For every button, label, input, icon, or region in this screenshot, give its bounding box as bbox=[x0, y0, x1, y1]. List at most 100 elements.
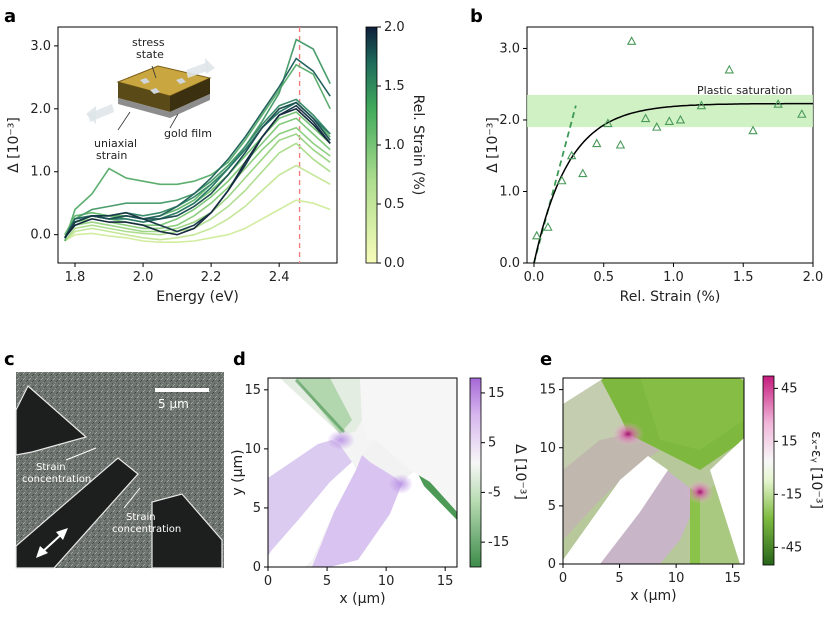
y-tick-label: 3.0 bbox=[30, 39, 51, 54]
colorbar-tick-label: 1.0 bbox=[384, 138, 405, 153]
data-point bbox=[566, 150, 577, 160]
panel-label-b: b bbox=[470, 6, 483, 27]
panel-label-c: c bbox=[4, 349, 15, 370]
colorbar-tick-label: 5 bbox=[488, 436, 496, 451]
panel-a-chart: a 1.8 2.0 2.2 2.4 0.0 1.0 2.0 3.0 Energy (eV) Δ [… bbox=[4, 6, 426, 305]
x-tick-label: 15 bbox=[437, 574, 454, 589]
data-point bbox=[664, 116, 675, 125]
colorbar-tick-label: 0.5 bbox=[384, 197, 405, 212]
y-tick-label: 15 bbox=[539, 383, 556, 398]
x-axis-label: x (μm) bbox=[339, 591, 385, 607]
colorbar-e bbox=[762, 375, 775, 566]
strain-label-1b: concentration bbox=[22, 474, 91, 485]
data-point bbox=[675, 114, 686, 124]
y-tick-label: 0.0 bbox=[30, 228, 51, 243]
x-tick-label: 0 bbox=[559, 571, 567, 586]
axes-b: 0.0 0.5 1.0 1.5 2.0 0.0 1.0 2.0 3.0 Rel. Strain (… bbox=[485, 41, 823, 305]
colorbar-tick-label: -15 bbox=[781, 487, 802, 502]
sem-beam bbox=[15, 457, 139, 569]
colorbar-d bbox=[469, 377, 482, 568]
data-point bbox=[652, 121, 662, 131]
y-tick-label: 1.0 bbox=[30, 165, 51, 180]
data-point bbox=[532, 230, 542, 240]
data-point bbox=[557, 175, 567, 185]
x-tick-label: 2.0 bbox=[803, 270, 824, 285]
colorbar-tick-label: 15 bbox=[781, 434, 798, 449]
y-tick-label: 15 bbox=[244, 383, 261, 398]
strain-direction-arrow bbox=[36, 528, 68, 558]
saturation-fit-curve bbox=[533, 102, 813, 264]
strain-label-2a: Strain bbox=[126, 512, 156, 523]
panel-d-heatmap: d 0 5 10 15 0 5 10 15 x (μm) y (μm) 15 5 -5 -15 Δ [1… bbox=[230, 349, 528, 607]
x-tick-label: 1.5 bbox=[733, 270, 754, 285]
plastic-saturation-label: Plastic saturation bbox=[697, 84, 792, 97]
data-point bbox=[773, 99, 783, 108]
sem-tip-left bbox=[15, 385, 88, 456]
panel-label-d: d bbox=[233, 349, 246, 370]
x-tick-label: 2.4 bbox=[269, 270, 290, 285]
inset-label-state: state bbox=[136, 48, 164, 61]
x-tick-label: 2.2 bbox=[201, 270, 222, 285]
y-tick-label: 2.0 bbox=[30, 102, 51, 117]
panel-e-heatmap: e 0 5 10 15 0 5 10 15 x (μm) 45 bbox=[539, 349, 824, 604]
x-tick-label: 5 bbox=[615, 571, 623, 586]
inset-label-stress: stress bbox=[132, 36, 165, 49]
spectra-series-group bbox=[64, 27, 331, 263]
x-tick-label: 1.0 bbox=[663, 270, 684, 285]
spectrum-line bbox=[64, 101, 331, 239]
plot-frame-b bbox=[526, 26, 814, 264]
axes-d: 0 5 10 15 0 5 10 15 x (μm) y (μm) bbox=[230, 377, 458, 607]
panel-label-a: a bbox=[4, 6, 16, 27]
saturation-band bbox=[527, 94, 813, 128]
y-tick-label: 3.0 bbox=[499, 41, 520, 56]
colorbar-tick-label: 15 bbox=[488, 386, 505, 401]
heatmap-d-image bbox=[268, 378, 457, 567]
colorbar-tick-label: 45 bbox=[781, 381, 798, 396]
x-axis-label: Energy (eV) bbox=[156, 289, 239, 305]
x-tick-label: 2.0 bbox=[133, 270, 154, 285]
colorbar-d-label: Δ [10⁻³] bbox=[512, 444, 528, 500]
y-tick-label: 5 bbox=[253, 501, 261, 516]
scale-bar bbox=[155, 388, 209, 392]
axes-e: 0 5 10 15 0 5 10 15 x (μm) bbox=[539, 377, 745, 604]
x-tick-label: 0.5 bbox=[593, 270, 614, 285]
colorbar-tick-label: -15 bbox=[488, 535, 509, 550]
spectrum-line bbox=[64, 164, 331, 242]
sem-tip-right bbox=[151, 493, 223, 569]
y-tick-label: 0 bbox=[253, 560, 261, 575]
scale-bar-label: 5 μm bbox=[158, 397, 189, 411]
y-tick-label: 1.0 bbox=[499, 184, 520, 199]
inset-illustration: stress state gold film uniaxial strain bbox=[86, 36, 215, 162]
colorbar-tick-label: -45 bbox=[781, 540, 802, 555]
spectrum-line bbox=[64, 104, 331, 239]
panel-label-e: e bbox=[540, 349, 552, 370]
y-tick-label: 0.0 bbox=[499, 256, 520, 271]
x-tick-label: 0.0 bbox=[524, 270, 545, 285]
heatmap-e-image bbox=[563, 378, 744, 564]
colorbar-a-label: Rel. Strain (%) bbox=[410, 95, 426, 196]
inset-label-uniaxial: uniaxial bbox=[94, 137, 137, 150]
axes-a: 1.8 2.0 2.2 2.4 0.0 1.0 2.0 3.0 Energy (eV) Δ [10… bbox=[6, 39, 290, 305]
data-point bbox=[615, 139, 626, 149]
spectrum-line bbox=[64, 107, 331, 239]
panel-b-chart: b 0.0 0.5 1.0 1.5 2.0 0.0 1.0 2.0 3.0 Rel. Strain… bbox=[470, 6, 823, 305]
plot-frame-d bbox=[267, 377, 458, 568]
x-tick-label: 5 bbox=[323, 574, 331, 589]
data-point bbox=[724, 64, 735, 74]
plot-frame-e bbox=[562, 377, 745, 565]
x-tick-label: 10 bbox=[378, 574, 395, 589]
inset-label-gold-film: gold film bbox=[164, 127, 212, 140]
y-tick-label: 2.0 bbox=[499, 113, 520, 128]
strain-label-2b: concentration bbox=[112, 524, 181, 535]
colorbar-tick-label: 2.0 bbox=[384, 20, 405, 35]
data-point bbox=[603, 118, 613, 128]
data-point bbox=[640, 113, 651, 123]
inset-label-strain: strain bbox=[96, 149, 127, 162]
y-axis-label: Δ [10⁻³] bbox=[485, 117, 501, 173]
spectrum-line bbox=[64, 133, 331, 239]
y-tick-label: 10 bbox=[244, 442, 261, 457]
x-tick-label: 1.8 bbox=[65, 270, 86, 285]
strain-pointer-2 bbox=[123, 487, 141, 509]
data-point bbox=[797, 109, 807, 118]
